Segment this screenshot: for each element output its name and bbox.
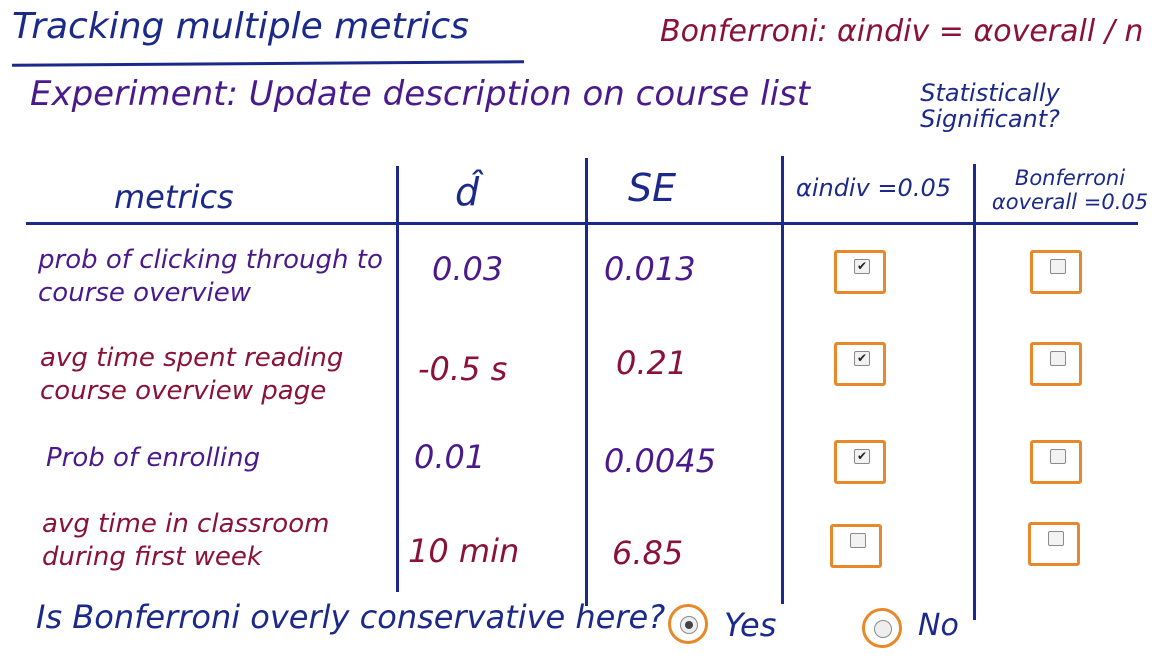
checkbox-bonferroni[interactable] bbox=[1030, 250, 1082, 294]
check-icon: ✔ bbox=[854, 449, 870, 464]
se-value: 0.21 bbox=[616, 344, 688, 382]
radio-no-label[interactable]: No bbox=[918, 608, 959, 643]
column-header-dhat: d̂ bbox=[455, 170, 480, 214]
metric-label: Prob of enrolling bbox=[46, 443, 261, 473]
radio-yes[interactable] bbox=[668, 604, 708, 644]
page-title: Tracking multiple metrics bbox=[12, 6, 469, 47]
se-value: 0.0045 bbox=[604, 442, 716, 480]
empty-check bbox=[1050, 259, 1066, 274]
checkbox-bonferroni[interactable] bbox=[1028, 522, 1080, 566]
question-text: Is Bonferroni overly conservative here? bbox=[36, 598, 666, 636]
metric-label: prob of clicking through to course overv… bbox=[38, 245, 383, 308]
column-header-alpha-indiv: αindiv =0.05 bbox=[796, 174, 951, 202]
column-header-se: SE bbox=[628, 166, 677, 210]
dhat-value: 10 min bbox=[408, 532, 520, 570]
radio-selected-icon bbox=[680, 616, 698, 634]
column-header-bonferroni: Bonferroni αoverall =0.05 bbox=[991, 166, 1149, 214]
checkbox-bonferroni[interactable] bbox=[1030, 440, 1082, 484]
column-divider bbox=[973, 164, 976, 620]
checkbox-bonferroni[interactable] bbox=[1030, 342, 1082, 386]
empty-check bbox=[1050, 351, 1066, 366]
statistically-significant-header: Statistically Significant? bbox=[920, 79, 1060, 133]
se-value: 0.013 bbox=[604, 250, 696, 288]
metric-label: avg time spent reading course overview p… bbox=[40, 343, 344, 406]
check-icon: ✔ bbox=[854, 259, 870, 274]
radio-unselected-icon bbox=[874, 620, 892, 638]
metric-label: avg time in classroom during first week bbox=[42, 509, 330, 572]
column-divider bbox=[396, 166, 399, 592]
empty-check bbox=[1050, 449, 1066, 464]
empty-check bbox=[1048, 531, 1064, 546]
experiment-description: Experiment: Update description on course… bbox=[30, 74, 811, 114]
column-divider bbox=[781, 156, 784, 604]
empty-check bbox=[850, 533, 866, 548]
column-divider bbox=[585, 158, 588, 606]
dhat-value: -0.5 s bbox=[418, 350, 508, 388]
radio-no[interactable] bbox=[862, 608, 902, 648]
bonferroni-formula: Bonferroni: αindiv = αoverall / n bbox=[660, 14, 1144, 49]
checkbox-alpha-indiv[interactable]: ✔ bbox=[834, 250, 886, 294]
header-rule bbox=[26, 222, 1138, 225]
checkbox-alpha-indiv[interactable] bbox=[830, 524, 882, 568]
dhat-value: 0.01 bbox=[414, 438, 486, 476]
check-icon: ✔ bbox=[854, 351, 870, 366]
se-value: 6.85 bbox=[612, 534, 684, 572]
radio-yes-label[interactable]: Yes bbox=[724, 606, 777, 644]
dhat-value: 0.03 bbox=[432, 250, 504, 288]
checkbox-alpha-indiv[interactable]: ✔ bbox=[834, 440, 886, 484]
column-header-metrics: metrics bbox=[114, 178, 234, 216]
checkbox-alpha-indiv[interactable]: ✔ bbox=[834, 342, 886, 386]
title-underline bbox=[11, 60, 525, 67]
